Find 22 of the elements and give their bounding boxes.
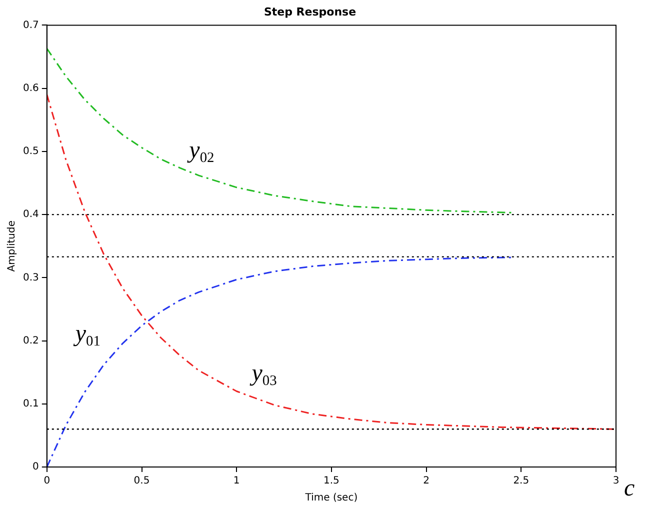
line-series	[46, 48, 512, 214]
y-tick-label: 0.6	[22, 82, 39, 94]
y-axis-title: Amplitude	[6, 220, 18, 272]
x-tick-label: 3	[612, 476, 620, 487]
x-tick-label: 0.5	[134, 476, 150, 487]
y-tick-label: 0.3	[22, 272, 39, 284]
x-tick-label: 2	[423, 476, 430, 487]
chart-title: Step Response	[264, 5, 356, 18]
text: c	[624, 475, 635, 502]
line-series	[46, 256, 512, 467]
y-tick-label: 0.1	[22, 398, 39, 410]
x-axis-title: Time (sec)	[304, 492, 358, 504]
line-series	[46, 94, 616, 430]
y-tick-label: 0	[32, 462, 39, 473]
x-tick-label: 2.5	[513, 476, 530, 487]
y-tick-label: 0.7	[22, 20, 39, 31]
x-tick-label: 1	[233, 476, 240, 487]
x-tick-label: 1.5	[324, 476, 340, 487]
y-tick-label: 0.5	[22, 146, 39, 158]
x-tick-label: 0	[44, 476, 50, 487]
y-tick-label: 0.2	[22, 335, 39, 346]
y-tick-label: 0.4	[22, 209, 39, 220]
